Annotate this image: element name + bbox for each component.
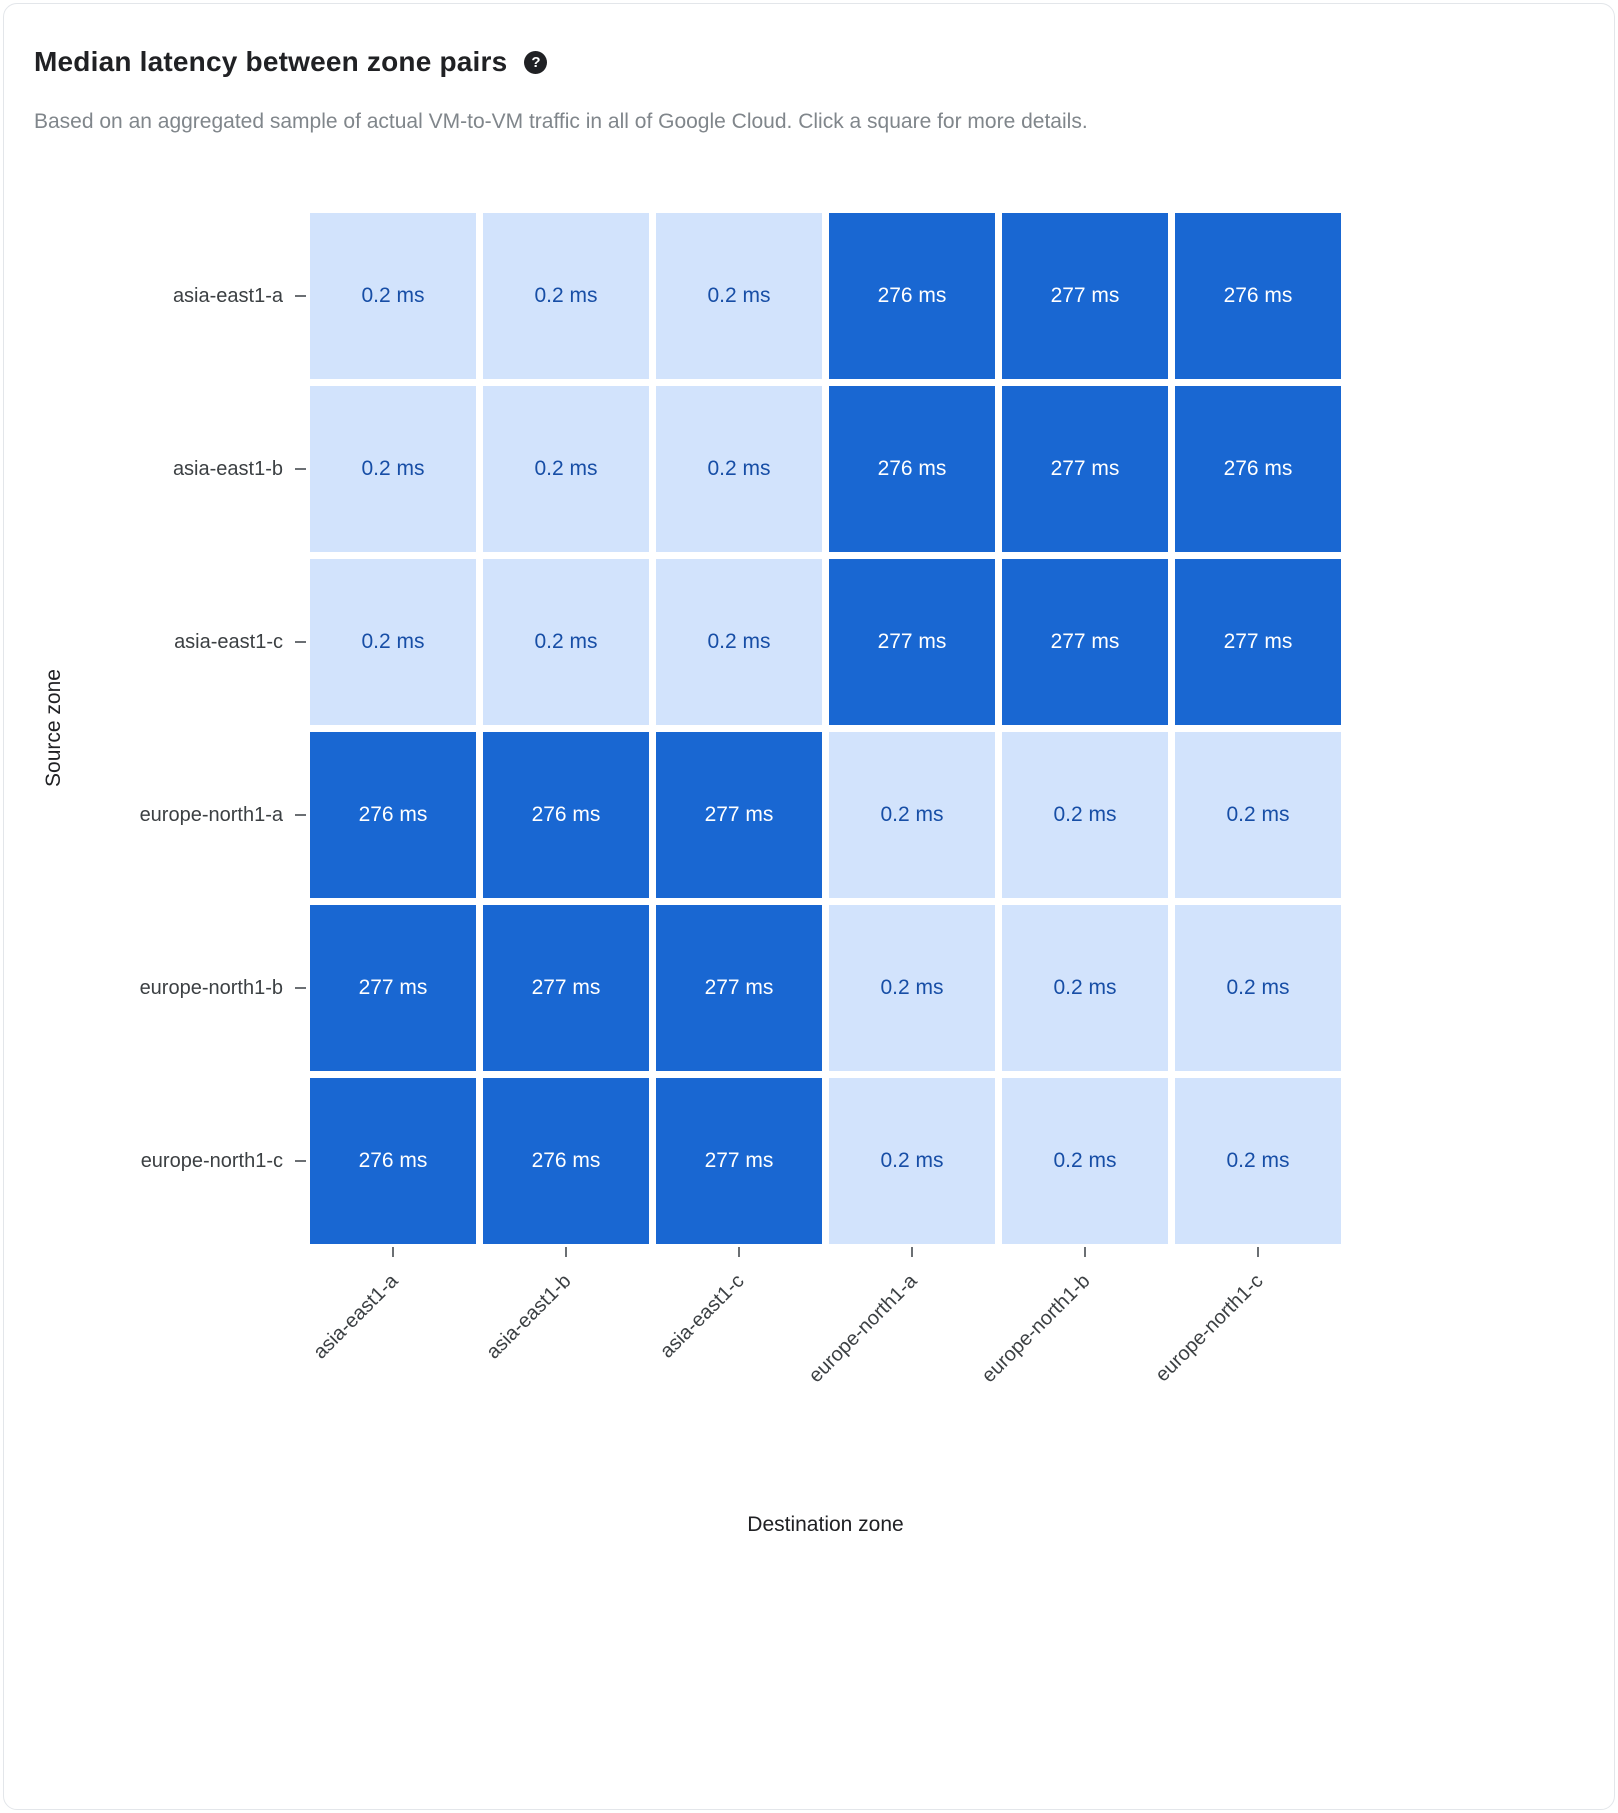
y-axis-tick — [295, 641, 306, 643]
heatmap-cell[interactable]: 277 ms — [1175, 559, 1341, 725]
x-axis-tick — [565, 1247, 567, 1257]
y-axis-title: Source zone — [42, 669, 65, 787]
latency-heatmap: 0.2 ms 0.2 ms 0.2 ms 276 ms 277 ms 276 m… — [310, 213, 1341, 1244]
heatmap-cell[interactable]: 276 ms — [483, 732, 649, 898]
y-axis-tick — [295, 814, 306, 816]
x-axis-title: Destination zone — [747, 1513, 904, 1536]
x-axis-tick — [738, 1247, 740, 1257]
heatmap-cell[interactable]: 0.2 ms — [483, 559, 649, 725]
heatmap-cell[interactable]: 0.2 ms — [483, 213, 649, 379]
y-axis-tick-label: asia-east1-b — [172, 458, 283, 480]
y-axis-tick-label: asia-east1-c — [174, 631, 283, 653]
heatmap-cell[interactable]: 0.2 ms — [829, 732, 995, 898]
heatmap-cell[interactable]: 0.2 ms — [656, 213, 822, 379]
x-axis-tick — [911, 1247, 913, 1257]
heatmap-cell[interactable]: 277 ms — [310, 905, 476, 1071]
heatmap-cell[interactable]: 277 ms — [656, 905, 822, 1071]
heatmap-cell[interactable]: 276 ms — [829, 386, 995, 552]
heatmap-cell[interactable]: 277 ms — [656, 1078, 822, 1244]
heatmap-cell[interactable]: 0.2 ms — [656, 386, 822, 552]
heatmap-cell[interactable]: 0.2 ms — [1002, 905, 1168, 1071]
heatmap-cell[interactable]: 0.2 ms — [1175, 732, 1341, 898]
x-axis-tick — [392, 1247, 394, 1257]
x-axis-tick — [1257, 1247, 1259, 1257]
heatmap-cell[interactable]: 276 ms — [829, 213, 995, 379]
chart-header: Median latency between zone pairs ? Base… — [34, 46, 1088, 134]
heatmap-cell[interactable]: 0.2 ms — [1175, 905, 1341, 1071]
heatmap-cell[interactable]: 0.2 ms — [1175, 1078, 1341, 1244]
heatmap-cell[interactable]: 0.2 ms — [310, 559, 476, 725]
heatmap-cell[interactable]: 0.2 ms — [483, 386, 649, 552]
y-axis-tick-label: europe-north1-c — [140, 1150, 283, 1172]
heatmap-cell[interactable]: 276 ms — [310, 1078, 476, 1244]
heatmap-cell[interactable]: 277 ms — [1002, 213, 1168, 379]
heatmap-cell[interactable]: 0.2 ms — [829, 1078, 995, 1244]
heatmap-cell[interactable]: 0.2 ms — [656, 559, 822, 725]
heatmap-cell[interactable]: 0.2 ms — [1002, 732, 1168, 898]
heatmap-cell[interactable]: 276 ms — [310, 732, 476, 898]
y-axis-tick — [295, 1160, 306, 1162]
y-axis-tick — [295, 987, 306, 989]
heatmap-cell[interactable]: 277 ms — [656, 732, 822, 898]
heatmap-cell[interactable]: 277 ms — [1002, 559, 1168, 725]
heatmap-cell[interactable]: 0.2 ms — [1002, 1078, 1168, 1244]
heatmap-cell[interactable]: 0.2 ms — [829, 905, 995, 1071]
heatmap-cell[interactable]: 0.2 ms — [310, 386, 476, 552]
heatmap-cell[interactable]: 276 ms — [483, 1078, 649, 1244]
page-title: Median latency between zone pairs — [34, 46, 508, 77]
y-axis-tick — [295, 295, 306, 297]
heatmap-cell[interactable]: 277 ms — [1002, 386, 1168, 552]
heatmap-cell[interactable]: 277 ms — [483, 905, 649, 1071]
y-axis-tick-label: europe-north1-b — [139, 977, 283, 999]
x-axis-tick — [1084, 1247, 1086, 1257]
heatmap-cell[interactable]: 276 ms — [1175, 386, 1341, 552]
heatmap-cell[interactable]: 0.2 ms — [310, 213, 476, 379]
y-axis-tick-label: europe-north1-a — [139, 804, 283, 826]
chart-subtitle: Based on an aggregated sample of actual … — [34, 110, 1088, 133]
help-icon[interactable]: ? — [524, 50, 548, 74]
y-axis-tick — [295, 468, 306, 470]
heatmap-cell[interactable]: 277 ms — [829, 559, 995, 725]
y-axis-tick-label: asia-east1-a — [172, 285, 283, 307]
heatmap-cell[interactable]: 276 ms — [1175, 213, 1341, 379]
